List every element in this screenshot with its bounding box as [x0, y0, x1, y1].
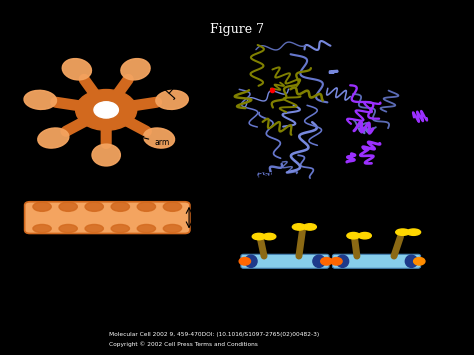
- Text: PRESS: PRESS: [22, 343, 39, 348]
- Circle shape: [239, 257, 251, 265]
- Text: Active: Active: [247, 183, 271, 192]
- Text: CARD: CARD: [381, 226, 399, 231]
- FancyBboxPatch shape: [25, 202, 190, 234]
- Circle shape: [94, 102, 118, 118]
- Circle shape: [331, 257, 342, 265]
- Ellipse shape: [405, 255, 418, 267]
- Text: Cyt. c: Cyt. c: [420, 251, 438, 256]
- Text: Copyright © 2002 Cell Press Terms and Conditions: Copyright © 2002 Cell Press Terms and Co…: [109, 342, 258, 347]
- Ellipse shape: [164, 224, 182, 233]
- Text: top view: top view: [85, 29, 127, 39]
- Text: Casp-9: Casp-9: [252, 170, 284, 179]
- Text: Apaf-1: Apaf-1: [360, 273, 384, 282]
- Ellipse shape: [121, 59, 150, 80]
- FancyArrowPatch shape: [84, 80, 94, 93]
- FancyArrowPatch shape: [118, 80, 128, 93]
- Text: B: B: [239, 29, 247, 39]
- FancyBboxPatch shape: [241, 254, 329, 268]
- Ellipse shape: [144, 128, 174, 148]
- Ellipse shape: [156, 90, 188, 109]
- Text: CARD: CARD: [339, 226, 357, 231]
- Ellipse shape: [358, 233, 371, 239]
- Text: 270 Å: 270 Å: [96, 240, 118, 248]
- Text: Figure 7: Figure 7: [210, 23, 264, 36]
- Text: WD40 repeats: WD40 repeats: [384, 215, 423, 220]
- Ellipse shape: [85, 202, 103, 211]
- Ellipse shape: [263, 233, 276, 240]
- Text: Casp-9: Casp-9: [224, 233, 250, 242]
- Ellipse shape: [62, 59, 91, 80]
- Ellipse shape: [252, 233, 265, 240]
- Ellipse shape: [347, 233, 360, 239]
- Text: hub: hub: [49, 80, 83, 98]
- Text: Inactive: Inactive: [359, 170, 392, 179]
- Ellipse shape: [59, 202, 77, 211]
- Ellipse shape: [396, 229, 410, 235]
- Text: side view: side view: [83, 170, 129, 180]
- Text: Cell: Cell: [22, 328, 48, 342]
- Text: C: C: [239, 176, 247, 186]
- Circle shape: [321, 257, 332, 265]
- Ellipse shape: [33, 224, 51, 233]
- Ellipse shape: [407, 229, 420, 235]
- Text: 70 Å: 70 Å: [193, 213, 211, 222]
- Text: of an apoptosome holoenzyme: of an apoptosome holoenzyme: [278, 294, 396, 304]
- Ellipse shape: [313, 255, 325, 267]
- Text: A: A: [26, 29, 34, 39]
- Text: A model for the assembly: A model for the assembly: [288, 283, 386, 293]
- Ellipse shape: [33, 202, 51, 211]
- Text: Active: Active: [302, 32, 328, 40]
- Ellipse shape: [111, 202, 129, 211]
- Circle shape: [414, 257, 425, 265]
- Ellipse shape: [303, 224, 316, 230]
- Text: spoke: spoke: [163, 71, 196, 99]
- Ellipse shape: [111, 224, 129, 233]
- Ellipse shape: [38, 128, 69, 148]
- FancyArrowPatch shape: [132, 102, 156, 106]
- Ellipse shape: [92, 144, 120, 166]
- Ellipse shape: [24, 90, 56, 109]
- Ellipse shape: [337, 255, 349, 267]
- Circle shape: [76, 89, 137, 130]
- Ellipse shape: [164, 202, 182, 211]
- Ellipse shape: [245, 255, 257, 267]
- Ellipse shape: [85, 224, 103, 233]
- Ellipse shape: [137, 202, 155, 211]
- Text: Inactive: Inactive: [237, 271, 267, 280]
- Text: Molecular Cell 2002 9, 459-470DOI: (10.1016/S1097-2765(02)00482-3): Molecular Cell 2002 9, 459-470DOI: (10.1…: [109, 332, 319, 337]
- FancyArrowPatch shape: [66, 121, 85, 131]
- FancyArrowPatch shape: [56, 102, 80, 106]
- Text: arm: arm: [141, 136, 169, 147]
- Ellipse shape: [59, 224, 77, 233]
- FancyBboxPatch shape: [332, 254, 420, 268]
- Ellipse shape: [137, 224, 155, 233]
- Ellipse shape: [292, 224, 305, 230]
- FancyArrowPatch shape: [128, 121, 146, 131]
